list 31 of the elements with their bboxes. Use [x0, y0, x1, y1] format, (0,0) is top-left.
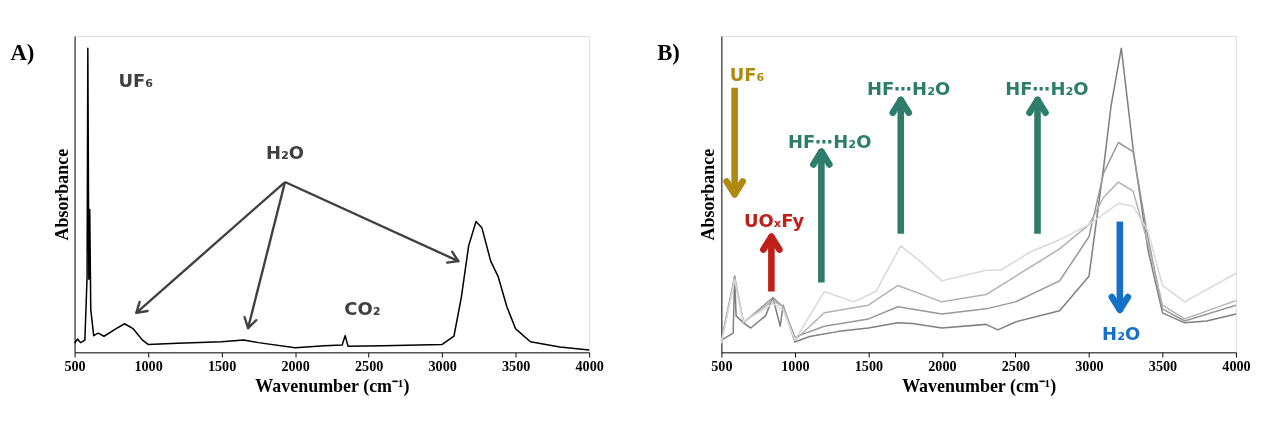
x-tick-label: 500: [711, 357, 733, 374]
x-tick-label: 500: [64, 357, 86, 374]
x-tick-label: 1500: [854, 357, 884, 374]
x-tick-label: 3000: [1075, 357, 1104, 374]
annotation: UF₆: [729, 64, 765, 86]
annotation: HF⋯H₂O: [866, 77, 951, 99]
annotation: CO₂: [344, 298, 381, 320]
annotation: H₂O: [1102, 322, 1141, 344]
x-tick-label: 3000: [428, 357, 457, 374]
x-tick-label: 2000: [281, 357, 310, 374]
annotation: HF⋯H₂O: [788, 131, 872, 153]
annotation: UOₓFy: [743, 210, 805, 232]
annotation: UF₆: [118, 70, 154, 92]
x-tick-label: 4000: [1222, 357, 1251, 374]
y-axis-title: Absorbance: [51, 148, 72, 241]
x-axis-title: Wavenumber (cm⁻¹): [255, 375, 410, 397]
x-tick-label: 2000: [928, 357, 957, 374]
x-tick-label: 3500: [502, 357, 531, 374]
y-axis-title: Absorbance: [698, 148, 719, 241]
x-tick-label: 2500: [1001, 357, 1031, 374]
x-tick-label: 1500: [207, 357, 237, 374]
x-axis-title: Wavenumber (cm⁻¹): [902, 375, 1057, 397]
x-tick-label: 2500: [354, 357, 384, 374]
x-tick-label: 3500: [1148, 357, 1178, 374]
annotation: HF⋯H₂O: [1005, 77, 1089, 99]
x-tick-label: 1000: [134, 357, 163, 374]
x-tick-label: 4000: [575, 357, 604, 374]
chart-title: A): [10, 39, 35, 65]
x-tick-label: 1000: [781, 357, 810, 374]
chart-title: B): [657, 39, 680, 65]
annotation: H₂O: [265, 141, 305, 163]
